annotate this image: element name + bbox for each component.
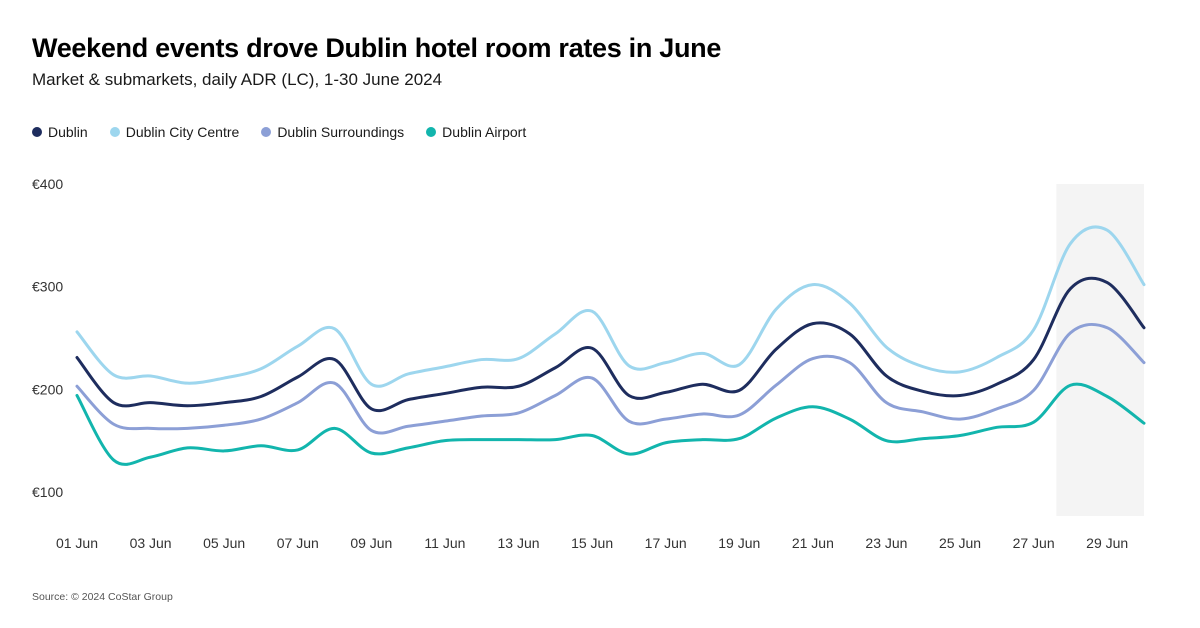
legend-item-dublin[interactable]: Dublin bbox=[32, 124, 88, 140]
series-line-dublin-city-centre bbox=[75, 225, 1146, 388]
x-tick-label: 29 Jun bbox=[1086, 535, 1128, 551]
legend-swatch bbox=[426, 127, 437, 137]
x-tick-label: 19 Jun bbox=[718, 535, 760, 551]
x-tick-label: 07 Jun bbox=[277, 535, 319, 551]
legend-label: Dublin Airport bbox=[442, 124, 527, 140]
y-tick-label: €100 bbox=[32, 484, 63, 500]
chart-legend: Dublin Dublin City Centre Dublin Surroun… bbox=[32, 124, 526, 140]
x-tick-label: 13 Jun bbox=[497, 535, 539, 551]
legend-item-dublin-city-centre[interactable]: Dublin City Centre bbox=[109, 124, 240, 140]
series-line-dublin bbox=[75, 276, 1146, 413]
legend-item-dublin-surroundings[interactable]: Dublin Surroundings bbox=[261, 124, 404, 140]
legend-label: Dublin bbox=[48, 124, 88, 140]
x-tick-label: 17 Jun bbox=[645, 535, 687, 551]
y-tick-label: €300 bbox=[32, 279, 63, 295]
x-tick-label: 21 Jun bbox=[792, 535, 834, 551]
legend-label: Dublin Surroundings bbox=[277, 124, 405, 140]
legend-swatch bbox=[109, 127, 120, 137]
x-tick-label: 05 Jun bbox=[203, 535, 245, 551]
chart-subtitle: Market & submarkets, daily ADR (LC), 1-3… bbox=[32, 70, 443, 89]
highlight-band bbox=[1056, 184, 1144, 516]
x-tick-label: 23 Jun bbox=[865, 535, 907, 551]
x-tick-label: 01 Jun bbox=[56, 535, 98, 551]
x-tick-label: 25 Jun bbox=[939, 535, 981, 551]
chart-title: Weekend events drove Dublin hotel room r… bbox=[32, 33, 722, 63]
x-tick-label: 11 Jun bbox=[424, 535, 465, 551]
source-note: Source: © 2024 CoStar Group bbox=[32, 591, 173, 603]
series-line-dublin-surroundings bbox=[75, 322, 1146, 435]
x-tick-label: 27 Jun bbox=[1013, 535, 1055, 551]
series-line-dublin-airport bbox=[75, 382, 1146, 466]
x-tick-label: 09 Jun bbox=[350, 535, 392, 551]
legend-label: Dublin City Centre bbox=[125, 124, 240, 140]
legend-swatch bbox=[261, 127, 272, 137]
x-tick-label: 03 Jun bbox=[130, 535, 172, 551]
legend-swatch bbox=[32, 127, 42, 137]
y-tick-label: €200 bbox=[32, 381, 63, 397]
y-tick-label: €400 bbox=[32, 176, 63, 192]
legend-item-dublin-airport[interactable]: Dublin Airport bbox=[426, 124, 526, 140]
x-tick-label: 15 Jun bbox=[571, 535, 613, 551]
